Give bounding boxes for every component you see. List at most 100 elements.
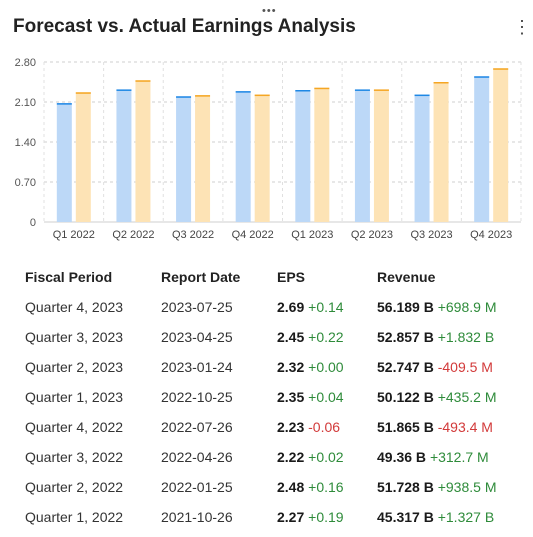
eps-value: 2.22 [277,449,305,465]
cell-revenue: 51.728 B +938.5 M [377,479,515,495]
x-tick-label: Q2 2022 [112,229,154,241]
table-row[interactable]: Quarter 3, 2023 2023-04-25 2.45 +0.22 52.85… [25,322,515,352]
eps-value: 2.23 [277,419,305,435]
revenue-change: +435.2 M [437,389,497,405]
actual-bar-fill[interactable] [314,87,330,222]
actual-bar-cap [254,94,270,97]
cell-eps: 2.35 +0.04 [277,389,377,405]
forecast-bar-fill[interactable] [474,76,490,223]
table-row[interactable]: Quarter 2, 2022 2022-01-25 2.48 +0.16 51.72… [25,472,515,502]
revenue-change: -409.5 M [437,359,493,375]
eps-value: 2.32 [277,359,305,375]
x-tick-label: Q1 2022 [53,229,95,241]
cell-revenue: 56.189 B +698.9 M [377,299,515,315]
cell-fiscal-period: Quarter 2, 2023 [25,359,124,375]
actual-bar[interactable] [135,80,151,223]
forecast-bar-fill[interactable] [235,91,251,222]
cell-eps: 2.23 -0.06 [277,419,377,435]
actual-bar-fill[interactable] [75,92,91,223]
actual-bar[interactable] [314,87,330,222]
forecast-bar-fill[interactable] [295,90,311,222]
eps-change: +0.19 [308,509,344,525]
earnings-chart: 0 0.70 1.40 2.10 2.80 Q1 2022 Q2 2022 Q3 2022 Q4… [0,48,533,253]
table-row[interactable]: Quarter 4, 2022 2022-07-26 2.23 -0.06 51.86… [25,412,515,442]
eps-value: 2.48 [277,479,305,495]
forecast-bar[interactable] [116,89,132,222]
actual-bar[interactable] [254,94,270,222]
forecast-bar-fill[interactable] [414,94,430,222]
header-report-date[interactable]: Report Date [161,269,241,285]
forecast-bar[interactable] [176,96,192,222]
actual-bar-cap [373,89,389,91]
revenue-value: 50.122 B [377,389,434,405]
table-row[interactable]: Quarter 3, 2022 2022-04-26 2.22 +0.02 49.36… [25,442,515,472]
header-revenue[interactable]: Revenue [377,269,436,285]
more-options-icon[interactable]: ⋮ [513,17,531,37]
cell-report-date: 2023-01-24 [161,359,233,375]
cell-eps: 2.27 +0.19 [277,509,377,525]
forecast-bar[interactable] [474,76,490,223]
forecast-bar-cap [474,76,490,78]
actual-bar-fill[interactable] [254,94,270,222]
forecast-bar-fill[interactable] [354,89,370,222]
cell-eps: 2.48 +0.16 [277,479,377,495]
actual-bar-cap [195,95,211,97]
eps-change: +0.16 [308,479,344,495]
header-fiscal-period[interactable]: Fiscal Period [25,269,113,285]
forecast-bar-fill[interactable] [176,96,192,222]
forecast-bar[interactable] [235,91,251,222]
actual-bar-fill[interactable] [433,82,449,222]
x-tick-label: Q4 2022 [232,229,274,241]
y-tick-label: 1.40 [15,137,36,149]
eps-change: +0.02 [308,449,344,465]
revenue-value: 49.36 B [377,449,427,465]
actual-bar[interactable] [373,89,389,222]
chart-grid [43,61,522,223]
forecast-bar-cap [414,94,430,97]
actual-bar[interactable] [433,82,449,222]
table-row[interactable]: Quarter 1, 2022 2021-10-26 2.27 +0.19 45.31… [25,502,515,532]
drag-handle-icon[interactable]: ••• [262,5,277,17]
forecast-bar-cap [176,96,192,98]
forecast-bar-cap [354,89,370,91]
revenue-change: -493.4 M [437,419,493,435]
actual-bar-fill[interactable] [373,89,389,222]
actual-bar-cap [493,68,509,70]
actual-bar[interactable] [75,92,91,223]
cell-fiscal-period: Quarter 1, 2023 [25,389,124,405]
forecast-bar[interactable] [354,89,370,222]
revenue-change: +938.5 M [437,479,497,495]
actual-bar[interactable] [195,95,211,222]
table-row[interactable]: Quarter 4, 2023 2023-07-25 2.69 +0.14 56.18… [25,292,515,322]
header-eps[interactable]: EPS [277,269,306,285]
cell-report-date: 2023-07-25 [161,299,233,315]
table-row[interactable]: Quarter 2, 2023 2023-01-24 2.32 +0.00 52.74… [25,352,515,382]
revenue-change: +698.9 M [437,299,497,315]
cell-revenue: 51.865 B -493.4 M [377,419,515,435]
table-header: Fiscal Period Report Date EPS Revenue [25,262,515,292]
cell-fiscal-period: Quarter 3, 2022 [25,449,124,465]
actual-bar-fill[interactable] [195,95,211,222]
x-tick-label: Q1 2023 [291,229,333,241]
actual-bar-cap [75,92,91,94]
chart-bars [56,68,509,223]
revenue-change: +1.327 B [437,509,495,525]
actual-bar[interactable] [493,68,509,223]
forecast-bar[interactable] [414,94,430,222]
eps-value: 2.35 [277,389,305,405]
forecast-bar[interactable] [295,90,311,222]
cell-revenue: 50.122 B +435.2 M [377,389,515,405]
earnings-bar-chart: 0 0.70 1.40 2.10 2.80 Q1 2022 Q2 2022 Q3 2022 Q4… [15,57,522,241]
x-tick-label: Q4 2023 [470,229,512,241]
cell-fiscal-period: Quarter 1, 2022 [25,509,124,525]
forecast-bar[interactable] [56,103,72,222]
forecast-bar-fill[interactable] [56,103,72,222]
cell-revenue: 49.36 B +312.7 M [377,449,515,465]
forecast-bar-fill[interactable] [116,89,132,222]
cell-report-date: 2023-04-25 [161,329,233,345]
actual-bar-fill[interactable] [493,68,509,223]
cell-eps: 2.45 +0.22 [277,329,377,345]
cell-fiscal-period: Quarter 4, 2023 [25,299,124,315]
table-row[interactable]: Quarter 1, 2023 2022-10-25 2.35 +0.04 50.12… [25,382,515,412]
actual-bar-fill[interactable] [135,80,151,223]
